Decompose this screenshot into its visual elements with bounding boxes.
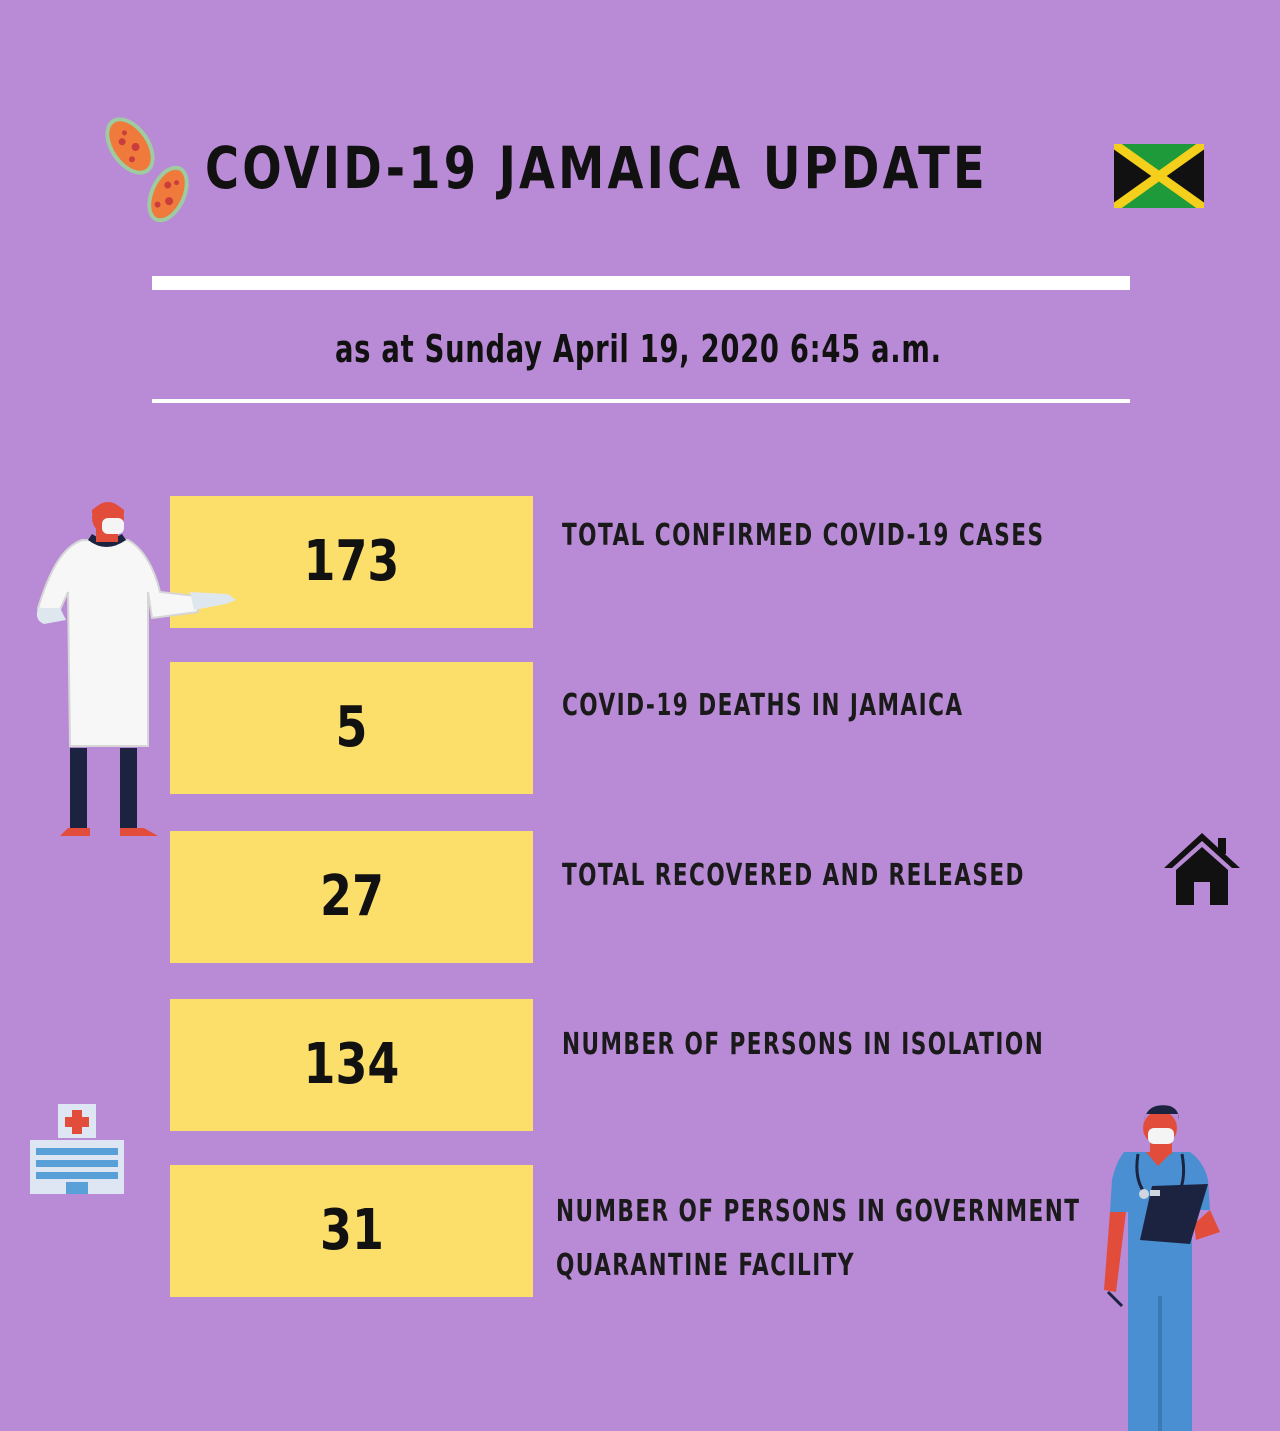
nurse-illustration [1104,1105,1220,1431]
stat-card-isolation: 134 [170,999,533,1131]
stat-value: 27 [319,864,384,929]
stat-label-line: COVID-19 DEATHS IN JAMAICA [562,688,964,723]
stat-card-recovered: 27 [170,831,533,963]
stat-label: TOTAL CONFIRMED COVID-19 CASES [562,509,1044,563]
virus-icon [105,117,189,223]
stat-label-line: NUMBER OF PERSONS IN ISOLATION [562,1027,1045,1062]
jamaica-flag-icon [1114,144,1204,208]
stat-label-line: TOTAL CONFIRMED COVID-19 CASES [562,518,1045,553]
house-icon [1164,833,1240,905]
stat-value: 173 [303,529,400,594]
stat-value: 31 [319,1198,384,1263]
stat-label: NUMBER OF PERSONS IN ISOLATION [562,1018,1044,1072]
stat-value: 134 [303,1032,400,1097]
stat-label: COVID-19 DEATHS IN JAMAICA [562,679,964,733]
report-date: as at Sunday April 19, 2020 6:45 a.m. [335,327,942,371]
stat-label-line: TOTAL RECOVERED AND RELEASED [562,858,1025,893]
stat-card-confirmed: 173 [170,496,533,628]
hospital-icon [30,1104,124,1194]
header-divider-top [152,276,1130,290]
header-divider-bottom [152,399,1130,403]
doctor-illustration [36,502,236,836]
page-title: COVID-19 JAMAICA UPDATE [205,134,988,202]
stat-card-quarantine: 31 [170,1165,533,1297]
stat-label: TOTAL RECOVERED AND RELEASED [562,849,1025,903]
stat-label-line: NUMBER OF PERSONS IN GOVERNMENT [556,1194,1081,1229]
stat-card-deaths: 5 [170,662,533,794]
stat-label: NUMBER OF PERSONS IN GOVERNMENT QUARANTI… [556,1185,1080,1293]
stat-label-line: QUARANTINE FACILITY [556,1248,855,1283]
stat-value: 5 [335,695,368,760]
